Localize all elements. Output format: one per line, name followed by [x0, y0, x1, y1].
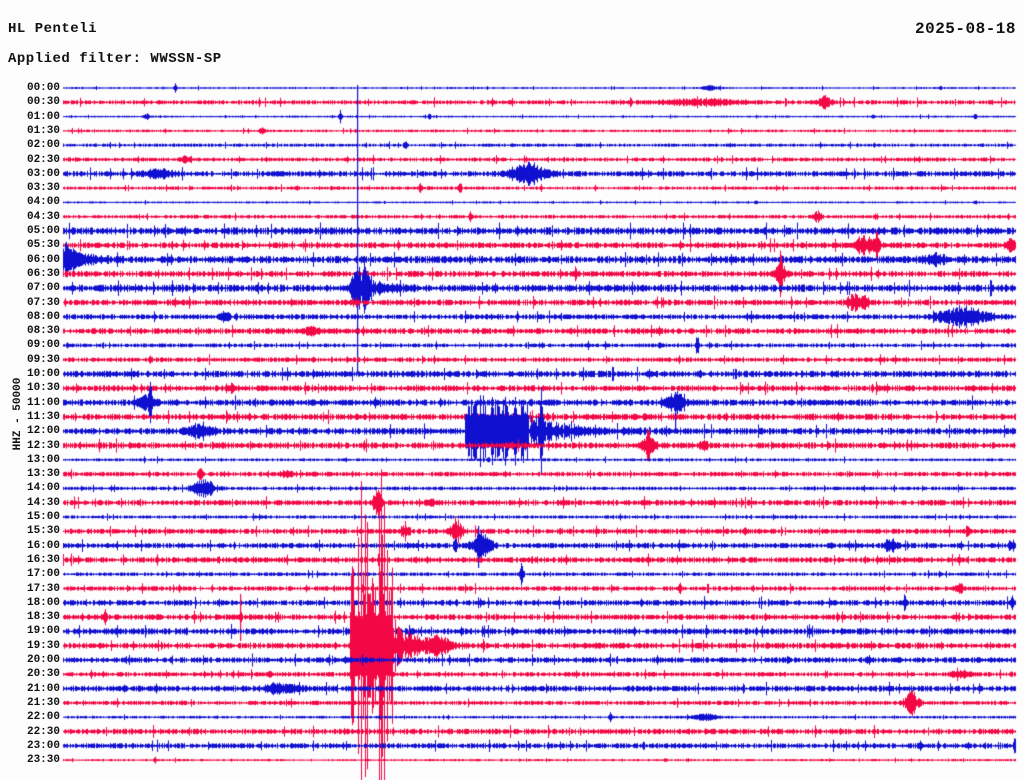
trace-time-label: 00:30	[26, 96, 60, 109]
trace-time-label: 03:00	[26, 167, 60, 180]
trace-time-label: 09:00	[26, 339, 60, 352]
trace-time-label: 01:30	[26, 124, 60, 137]
trace-time-label: 07:30	[26, 296, 60, 309]
trace-time-label: 09:30	[26, 353, 60, 366]
trace-time-label: 06:30	[26, 267, 60, 280]
trace-time-label: 10:00	[26, 368, 60, 380]
trace-time-label: 21:30	[26, 696, 60, 709]
trace-time-label: 08:00	[26, 310, 60, 323]
trace-time-label: 08:30	[26, 325, 60, 338]
trace-time-label: 15:00	[26, 511, 60, 523]
trace-time-label: 11:30	[26, 410, 60, 423]
trace-time-label: 13:00	[26, 453, 60, 466]
trace-time-label: 07:00	[26, 282, 60, 295]
trace-time-label: 14:00	[26, 482, 60, 495]
trace-time-label: 01:00	[26, 110, 60, 123]
trace-time-label: 15:30	[26, 525, 60, 538]
trace-time-label: 04:00	[26, 196, 60, 209]
trace-time-label: 05:30	[26, 239, 60, 252]
trace-time-label: 23:30	[26, 754, 60, 767]
trace-time-label: 03:30	[26, 182, 60, 195]
date-label: 2025-08-18	[914, 20, 1016, 38]
trace-time-label: 14:30	[26, 496, 60, 509]
trace-time-label: 02:00	[26, 139, 60, 152]
trace-time-label: 19:30	[26, 639, 60, 652]
trace-time-label: 22:00	[26, 711, 60, 724]
trace-time-label: 05:00	[26, 225, 60, 237]
trace-time-label: 10:30	[26, 382, 60, 395]
trace-time-label: 00:00	[26, 82, 60, 94]
trace-time-label: 21:00	[26, 682, 60, 695]
trace-time-label: 17:00	[26, 568, 60, 581]
trace-time-label: 12:00	[26, 425, 60, 438]
trace-time-label: 16:30	[26, 553, 60, 566]
trace-time-label: 18:30	[26, 611, 60, 624]
trace-time-label: 02:30	[26, 153, 60, 166]
trace-time-label: 20:30	[26, 668, 60, 681]
trace-time-label: 06:00	[26, 253, 60, 266]
trace-time-label: 11:00	[26, 396, 60, 409]
applied-filter-label: Applied filter: WWSSN-SP	[8, 51, 222, 67]
trace-time-label: 23:00	[26, 739, 60, 752]
trace-time-label: 12:30	[26, 439, 60, 452]
trace-time-label: 16:00	[26, 539, 60, 552]
trace-time-label: 19:00	[26, 625, 60, 638]
trace-time-label: 04:30	[26, 210, 60, 223]
trace-time-label: 20:00	[26, 654, 60, 666]
station-title: HL Penteli	[8, 21, 98, 37]
trace-time-label: 22:30	[26, 725, 60, 738]
trace-time-label: 17:30	[26, 582, 60, 595]
trace-time-label: 13:30	[26, 468, 60, 481]
trace-time-label: 18:00	[26, 596, 60, 609]
